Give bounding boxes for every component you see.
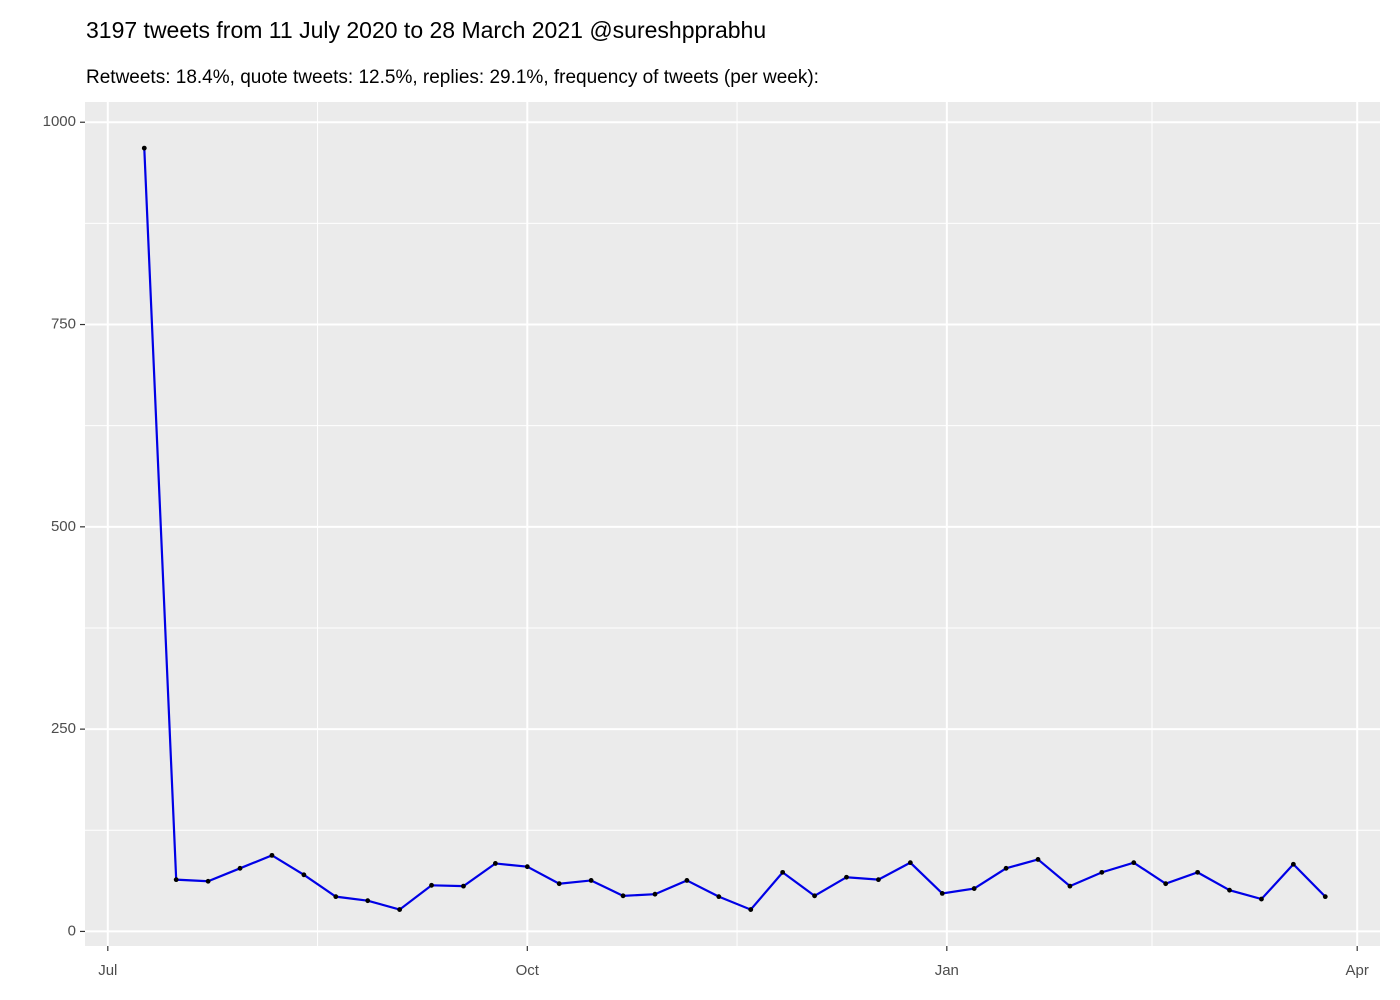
y-tick-label: 250 <box>51 720 76 737</box>
data-point <box>1003 865 1009 871</box>
data-point <box>907 860 913 866</box>
data-point <box>1067 883 1073 889</box>
data-point <box>588 878 594 883</box>
x-tick-label: Apr <box>1346 962 1369 979</box>
data-point <box>1227 887 1232 893</box>
data-point <box>1131 860 1137 866</box>
y-tick-label: 1000 <box>43 113 76 130</box>
data-point <box>397 907 403 912</box>
data-point <box>1195 869 1201 875</box>
x-tick-label: Jul <box>98 962 117 979</box>
x-tick-label: Oct <box>516 962 540 979</box>
data-point <box>333 894 339 900</box>
data-point <box>652 891 658 897</box>
data-point <box>1290 861 1296 867</box>
data-point <box>1163 881 1169 887</box>
data-point <box>365 898 371 904</box>
data-point <box>748 907 754 912</box>
data-point <box>1099 869 1105 875</box>
chart-subtitle: Retweets: 18.4%, quote tweets: 12.5%, re… <box>86 67 819 88</box>
data-point <box>620 893 626 899</box>
data-point <box>939 891 945 896</box>
data-point <box>141 145 147 151</box>
data-point <box>780 869 786 875</box>
data-point <box>876 877 881 883</box>
data-point <box>1259 896 1264 902</box>
data-point <box>429 882 434 888</box>
data-point <box>301 872 307 878</box>
plot-panel <box>85 102 1380 946</box>
data-point <box>812 893 817 899</box>
data-point <box>461 883 466 889</box>
series-line <box>143 148 1327 911</box>
y-tick-label: 500 <box>51 518 76 535</box>
data-point <box>844 874 849 880</box>
x-tick-label: Jan <box>935 962 959 979</box>
data-point <box>716 894 722 900</box>
y-tick-label: 750 <box>51 315 76 332</box>
data-point <box>492 861 498 866</box>
data-point <box>269 852 275 858</box>
data-point <box>237 865 243 871</box>
y-tick-label: 0 <box>68 922 76 939</box>
data-point <box>684 878 690 883</box>
chart-title: 3197 tweets from 11 July 2020 to 28 Marc… <box>86 17 766 43</box>
data-point <box>971 886 977 891</box>
data-point <box>1035 857 1041 862</box>
data-point <box>205 878 211 884</box>
data-point <box>556 881 562 887</box>
data-point <box>1322 894 1328 900</box>
data-point <box>173 877 179 883</box>
data-point <box>524 864 530 870</box>
